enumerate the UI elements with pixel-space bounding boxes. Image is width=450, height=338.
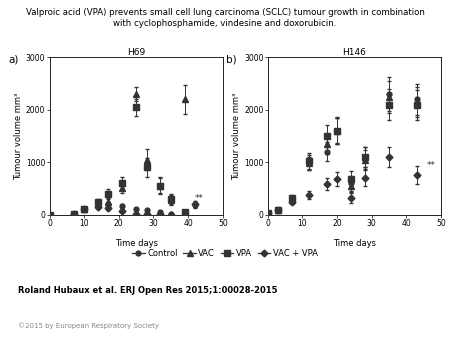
Text: ©2015 by European Respiratory Society: ©2015 by European Respiratory Society [18, 323, 159, 330]
Text: **: ** [427, 161, 436, 170]
Text: **: ** [195, 194, 204, 203]
Text: Roland Hubaux et al. ERJ Open Res 2015;1:00028-2015: Roland Hubaux et al. ERJ Open Res 2015;1… [18, 286, 278, 295]
Title: H69: H69 [127, 48, 145, 57]
X-axis label: Time days: Time days [333, 239, 376, 248]
Text: b): b) [226, 54, 237, 64]
Y-axis label: Tumour volume mm³: Tumour volume mm³ [14, 92, 23, 180]
Title: H146: H146 [342, 48, 366, 57]
Y-axis label: Tumour volume mm³: Tumour volume mm³ [232, 92, 241, 180]
Legend: Control, VAC, VPA, VAC + VPA: Control, VAC, VPA, VAC + VPA [129, 245, 321, 261]
Text: a): a) [8, 54, 18, 64]
X-axis label: Time days: Time days [115, 239, 158, 248]
Text: Valproic acid (VPA) prevents small cell lung carcinoma (SCLC) tumour growth in c: Valproic acid (VPA) prevents small cell … [26, 8, 424, 28]
